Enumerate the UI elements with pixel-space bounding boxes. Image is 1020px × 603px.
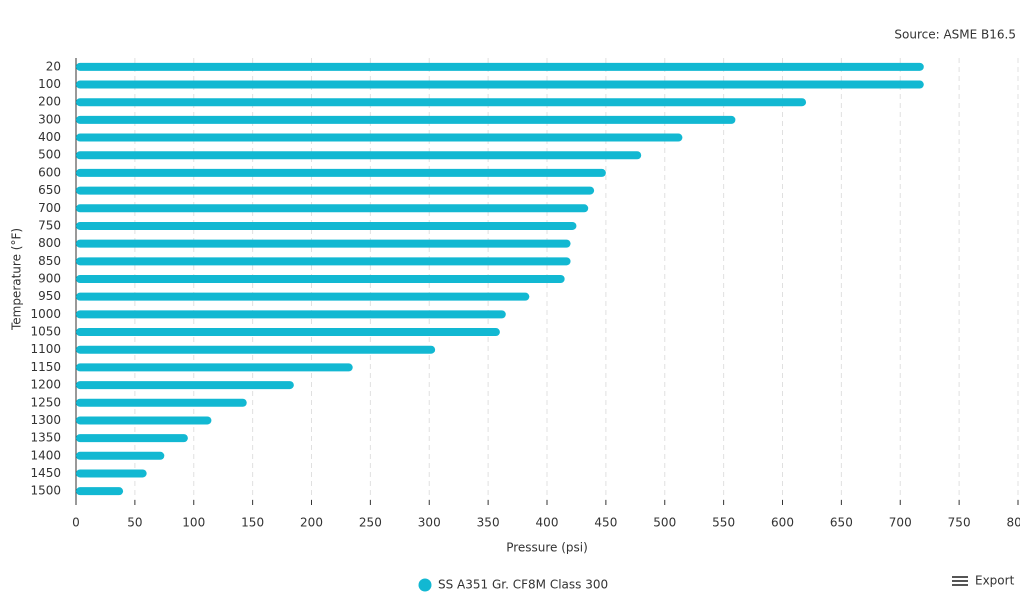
bar [76,345,436,354]
bar [76,328,500,337]
y-tick-label: 400 [38,130,61,144]
bar [76,221,577,230]
y-tick-label: 800 [38,236,61,250]
bar [76,381,294,390]
bar [76,168,606,177]
y-tick-label: 900 [38,272,61,286]
export-button[interactable]: Export [952,574,1015,588]
x-tick-label: 500 [653,516,676,530]
export-label[interactable]: Export [975,574,1015,588]
x-tick-label: 200 [300,516,323,530]
menu-icon [952,576,968,578]
bar [76,451,165,460]
bar [76,398,247,407]
x-tick-label: 450 [594,516,617,530]
x-tick-label: 250 [359,516,382,530]
x-tick-label: 150 [241,516,264,530]
y-tick-label: 950 [38,289,61,303]
bar [76,469,147,478]
legend-swatch [418,578,432,592]
menu-icon [952,584,968,586]
y-tick-label: 1250 [30,395,61,409]
y-tick-label: 600 [38,165,61,179]
x-tick-label: 350 [477,516,500,530]
y-tick-label: 200 [38,95,61,109]
y-tick-label: 650 [38,183,61,197]
y-tick-label: 1300 [30,413,61,427]
y-tick-label: 20 [46,59,61,73]
bar [76,133,683,142]
y-tick-label: 1350 [30,431,61,445]
y-tick-label: 750 [38,218,61,232]
y-tick-label: 1000 [30,307,61,321]
y-tick-label: 1050 [30,325,61,339]
x-tick-label: 400 [536,516,559,530]
x-tick-label: 650 [830,516,853,530]
y-axis-label: Temperature (°F) [10,228,24,331]
bar [76,416,212,425]
y-tick-label: 1150 [30,360,61,374]
bar [76,62,924,71]
x-tick-label: 100 [182,516,205,530]
bar [76,204,589,213]
y-tick-label: 1450 [30,466,61,480]
menu-icon [952,580,968,582]
x-tick-label: 300 [418,516,441,530]
source-note: Source: ASME B16.5 [894,28,1016,42]
y-tick-label: 1500 [30,484,61,498]
y-tick-label: 850 [38,254,61,268]
x-tick-label: 700 [889,516,912,530]
x-tick-label: 600 [771,516,794,530]
x-tick-label: 800 [1007,516,1020,530]
y-tick-label: 300 [38,112,61,126]
bar [76,275,565,283]
bar [76,257,571,266]
bar [76,292,530,301]
bar [76,239,571,248]
bar [76,487,124,496]
y-tick-label: 1400 [30,448,61,462]
y-tick-label: 1100 [30,342,61,356]
legend-item[interactable]: SS A351 Gr. CF8M Class 300 [418,578,609,592]
bar [76,98,807,107]
x-tick-label: 550 [712,516,735,530]
x-tick-label: 50 [127,516,142,530]
x-tick-label: 0 [72,516,80,530]
y-tick-label: 1200 [30,378,61,392]
y-tick-label: 700 [38,201,61,215]
bar [76,151,642,160]
bar [76,186,595,195]
bar [76,80,924,89]
bar [76,115,736,124]
y-tick-label: 500 [38,148,61,162]
bar [76,310,506,319]
x-tick-label: 750 [948,516,971,530]
bar [76,434,188,443]
bar [76,363,353,372]
x-axis-label: Pressure (psi) [506,541,588,555]
legend-label: SS A351 Gr. CF8M Class 300 [438,578,608,592]
y-tick-label: 100 [38,77,61,91]
